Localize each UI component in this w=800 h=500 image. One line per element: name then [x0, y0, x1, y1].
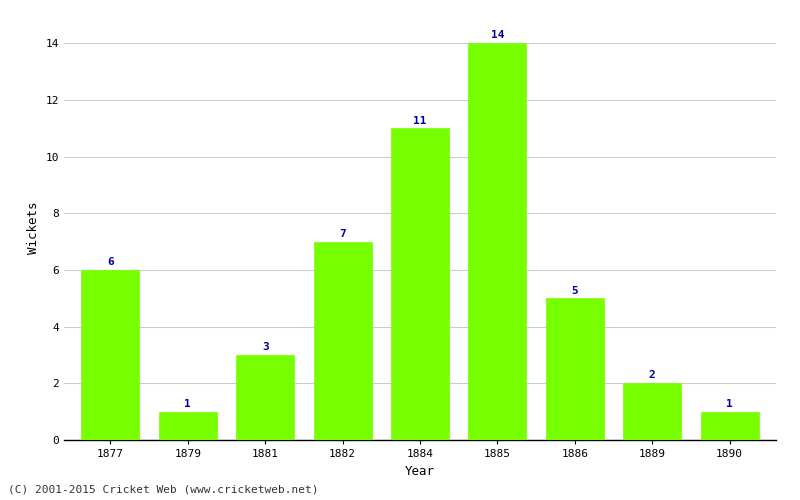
- Bar: [159, 412, 217, 440]
- Text: 5: 5: [571, 286, 578, 296]
- Bar: [546, 298, 604, 440]
- Bar: [701, 412, 758, 440]
- Text: 14: 14: [490, 30, 504, 40]
- Text: 3: 3: [262, 342, 269, 352]
- Text: 1: 1: [726, 399, 733, 409]
- Bar: [623, 384, 681, 440]
- Bar: [314, 242, 372, 440]
- Text: 1: 1: [185, 399, 191, 409]
- Text: 2: 2: [649, 370, 655, 380]
- Bar: [236, 355, 294, 440]
- Bar: [391, 128, 449, 440]
- Text: 7: 7: [339, 229, 346, 239]
- X-axis label: Year: Year: [405, 464, 435, 477]
- Text: 11: 11: [414, 116, 426, 126]
- Bar: [468, 44, 526, 440]
- Bar: [82, 270, 139, 440]
- Text: 6: 6: [107, 257, 114, 267]
- Text: (C) 2001-2015 Cricket Web (www.cricketweb.net): (C) 2001-2015 Cricket Web (www.cricketwe…: [8, 485, 318, 495]
- Y-axis label: Wickets: Wickets: [27, 201, 40, 254]
